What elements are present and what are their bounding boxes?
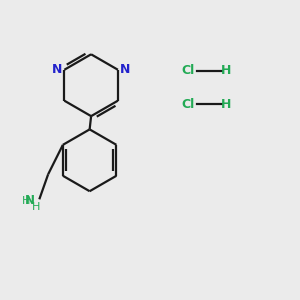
Text: Cl: Cl (182, 98, 195, 111)
Text: H: H (22, 196, 31, 206)
Text: N: N (25, 194, 35, 207)
Text: Cl: Cl (182, 64, 195, 77)
Text: H: H (221, 98, 232, 111)
Text: H: H (32, 202, 40, 212)
Text: N: N (52, 63, 62, 76)
Text: N: N (120, 63, 130, 76)
Text: H: H (221, 64, 232, 77)
